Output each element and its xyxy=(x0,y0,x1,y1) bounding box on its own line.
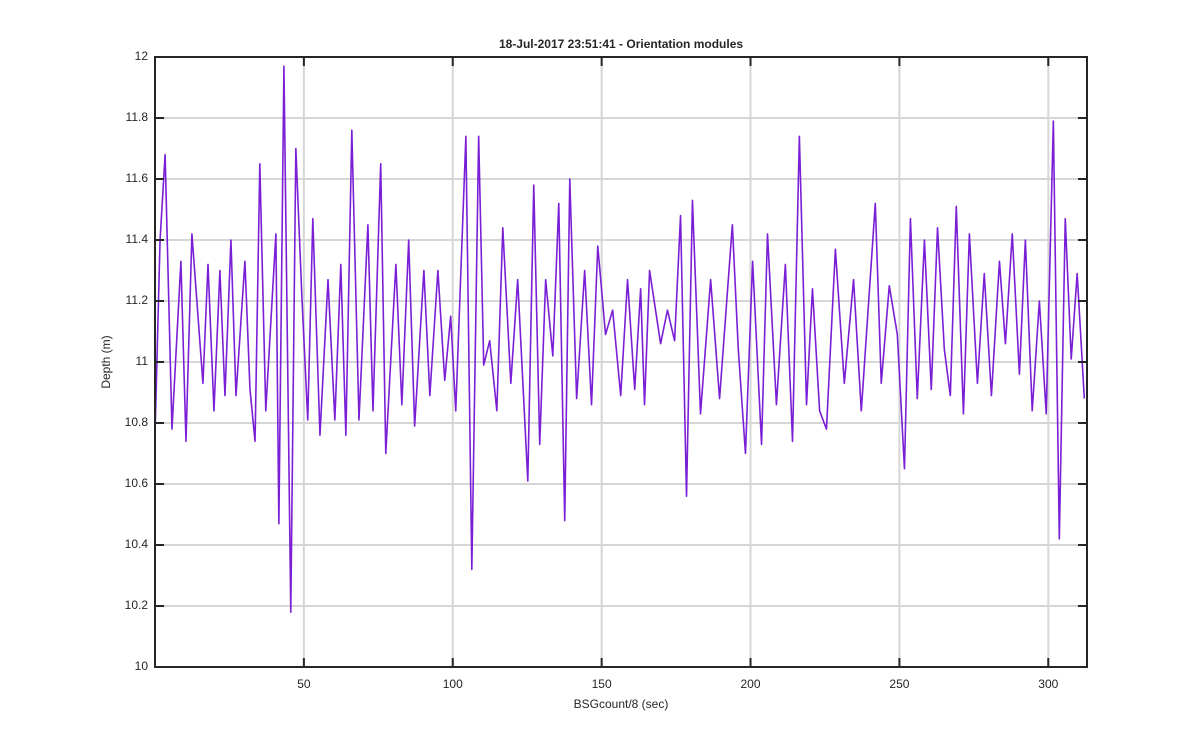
x-tick-label: 150 xyxy=(592,677,612,691)
x-tick-label: 50 xyxy=(297,677,311,691)
x-tick-label: 100 xyxy=(443,677,463,691)
x-axis-label: BSGcount/8 (sec) xyxy=(574,697,669,711)
series xyxy=(154,65,1086,613)
y-tick-label: 11.2 xyxy=(126,293,149,307)
y-tick-label: 11 xyxy=(136,354,149,368)
y-tick-label: 10.6 xyxy=(125,476,149,490)
y-tick-label: 11.4 xyxy=(126,232,149,246)
x-tick-label: 300 xyxy=(1038,677,1058,691)
x-tick-label: 250 xyxy=(889,677,909,691)
y-tick-label: 11.6 xyxy=(126,171,149,185)
y-axis-label: Depth (m) xyxy=(99,335,113,388)
grid xyxy=(155,56,1087,668)
chart-title: 18-Jul-2017 23:51:41 - Orientation modul… xyxy=(499,37,743,51)
y-tick-label: 10 xyxy=(135,659,149,673)
data-line xyxy=(154,65,1086,613)
y-tick-label: 10.8 xyxy=(125,415,149,429)
y-tick-label: 12 xyxy=(135,49,149,63)
x-tick-label: 200 xyxy=(741,677,761,691)
y-tick-label: 10.2 xyxy=(125,598,149,612)
y-tick-label: 11.8 xyxy=(126,110,149,124)
y-tick-label: 10.4 xyxy=(125,537,149,551)
